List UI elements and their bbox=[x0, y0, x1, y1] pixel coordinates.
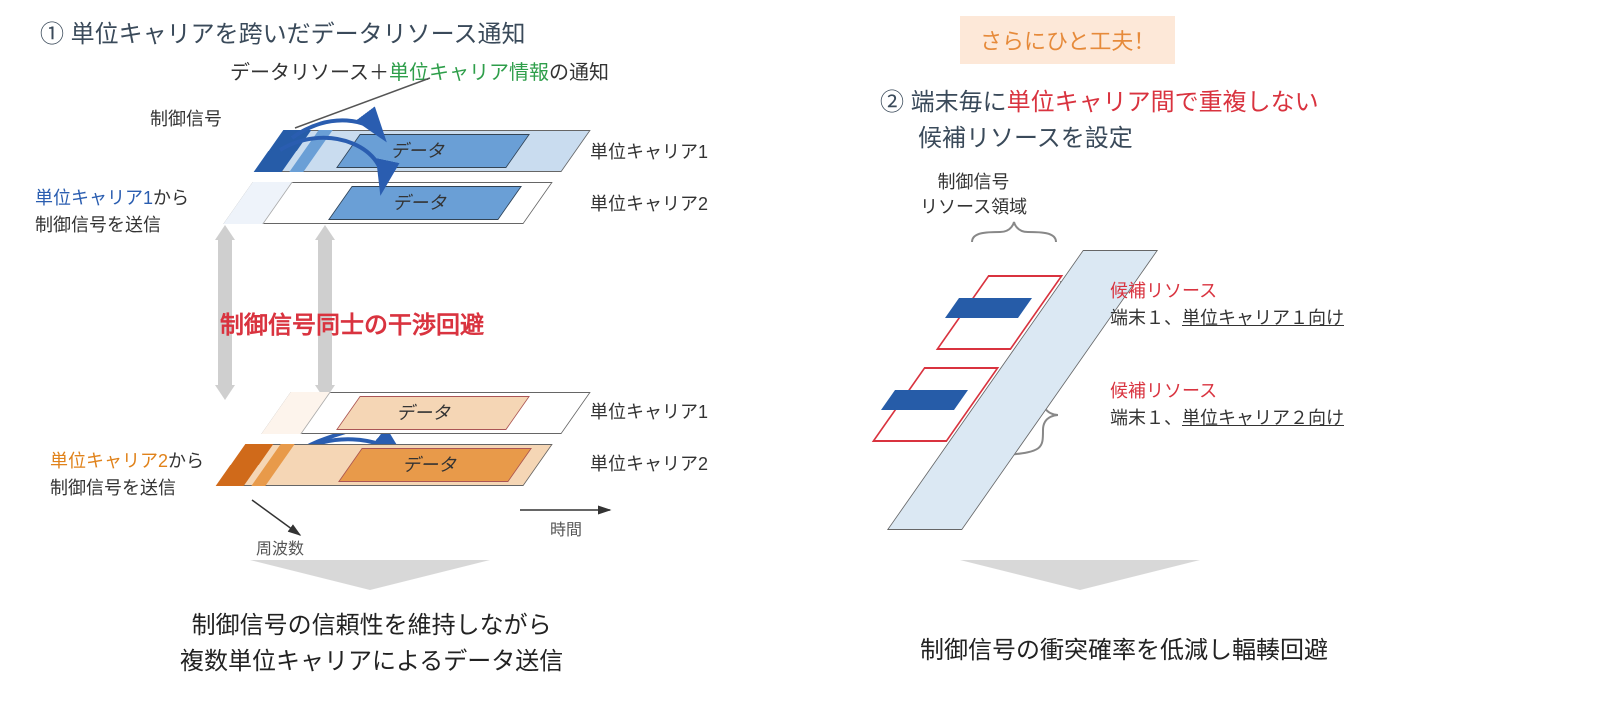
candidate2-title: 候補リソース bbox=[1110, 381, 1217, 401]
right-heading-number: ② bbox=[880, 89, 904, 116]
freq-axis-arrow bbox=[252, 500, 300, 535]
candidate2-carrier: 単位キャリア２向け bbox=[1182, 408, 1344, 428]
top-brace bbox=[972, 222, 1056, 242]
top-curve-arrow-2 bbox=[280, 138, 383, 188]
left-bottom-text: 制御信号の信頼性を維持しながら 複数単位キャリアによるデータ送信 bbox=[180, 608, 563, 680]
candidate2-slot bbox=[881, 390, 968, 410]
sender2-suffix: から bbox=[168, 451, 204, 471]
candidate1-title: 候補リソース bbox=[1110, 281, 1217, 301]
right-heading: ② 端末毎に単位キャリア間で重複しない 候補リソースを設定 bbox=[880, 85, 1319, 157]
right-bottom-line: 制御信号の衝突確率を低減し輻輳回避 bbox=[920, 637, 1328, 664]
right-highlight-text: さらにひと工夫！ bbox=[980, 29, 1155, 54]
candidate1-slot bbox=[945, 298, 1032, 318]
sender1-text: 単位キャリア1から 制御信号を送信 bbox=[35, 185, 189, 239]
left-overlay-svg bbox=[60, 80, 800, 600]
left-diagram: 制御信号 単位キャリア1 単位キャリア2 データ データ bbox=[60, 80, 800, 600]
right-bottom-text: 制御信号の衝突確率を低減し輻輳回避 bbox=[920, 630, 1328, 665]
left-bottom-line1: 制御信号の信頼性を維持しながら bbox=[192, 612, 552, 639]
right-highlight-box: さらにひと工夫！ bbox=[960, 16, 1175, 64]
right-heading-prefix: 端末毎に bbox=[911, 89, 1007, 116]
sender1-line2: 制御信号を送信 bbox=[35, 215, 161, 235]
left-down-triangle-icon bbox=[250, 560, 490, 590]
left-bottom-line2: 複数単位キャリアによるデータ送信 bbox=[180, 648, 563, 675]
left-heading-number: ① bbox=[40, 21, 64, 48]
right-heading-red: 単位キャリア間で重複しない bbox=[1007, 89, 1319, 116]
freq-axis-label: 周波数 bbox=[256, 535, 304, 559]
bot-c2-data-label: データ bbox=[402, 451, 456, 477]
bot-carrier2-label: 単位キャリア2 bbox=[590, 450, 708, 476]
candidate2-label: 候補リソース 端末１、単位キャリア２向け bbox=[1110, 378, 1344, 432]
bot-carrier1-label: 単位キャリア1 bbox=[590, 398, 708, 424]
candidate2-term: 端末１、 bbox=[1110, 408, 1182, 428]
right-diagram: 制御信号 リソース領域 候補リソース 端末１、単位キャリア１向け 候補リソース … bbox=[900, 170, 1560, 570]
interference-text: 制御信号同士の干渉回避 bbox=[220, 305, 484, 340]
left-heading-text: 単位キャリアを跨いだデータリソース通知 bbox=[71, 21, 526, 48]
right-heading-line2: 候補リソースを設定 bbox=[918, 125, 1133, 152]
time-axis-label: 時間 bbox=[550, 516, 582, 540]
sender2-orange: 単位キャリア2 bbox=[50, 451, 168, 471]
leader-line bbox=[295, 78, 430, 128]
left-heading: ① 単位キャリアを跨いだデータリソース通知 bbox=[40, 14, 525, 49]
sender2-text: 単位キャリア2から 制御信号を送信 bbox=[50, 448, 204, 502]
sender2-line2: 制御信号を送信 bbox=[50, 478, 176, 498]
candidate1-carrier: 単位キャリア１向け bbox=[1182, 308, 1344, 328]
right-down-triangle-icon bbox=[960, 560, 1200, 590]
candidate1-term: 端末１、 bbox=[1110, 308, 1182, 328]
bot-c1-data-label: データ bbox=[396, 399, 450, 425]
top-curve-arrow-1 bbox=[292, 120, 382, 138]
sender1-blue: 単位キャリア1 bbox=[35, 188, 153, 208]
sender1-suffix: から bbox=[153, 188, 189, 208]
candidate1-label: 候補リソース 端末１、単位キャリア１向け bbox=[1110, 278, 1344, 332]
